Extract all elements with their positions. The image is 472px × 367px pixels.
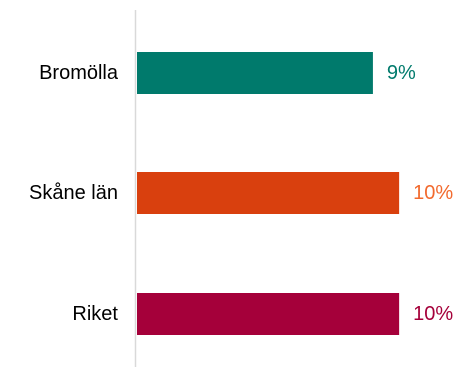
bar-1 — [137, 172, 400, 214]
value-label-1: 10% — [413, 182, 453, 204]
bar-2 — [137, 293, 400, 335]
category-label-2: Riket — [72, 303, 118, 325]
value-label-0: 9% — [387, 62, 416, 84]
value-label-2: 10% — [413, 303, 453, 325]
category-label-1: Skåne län — [29, 182, 118, 204]
bar-0 — [137, 52, 373, 94]
category-label-0: Bromölla — [39, 62, 119, 84]
